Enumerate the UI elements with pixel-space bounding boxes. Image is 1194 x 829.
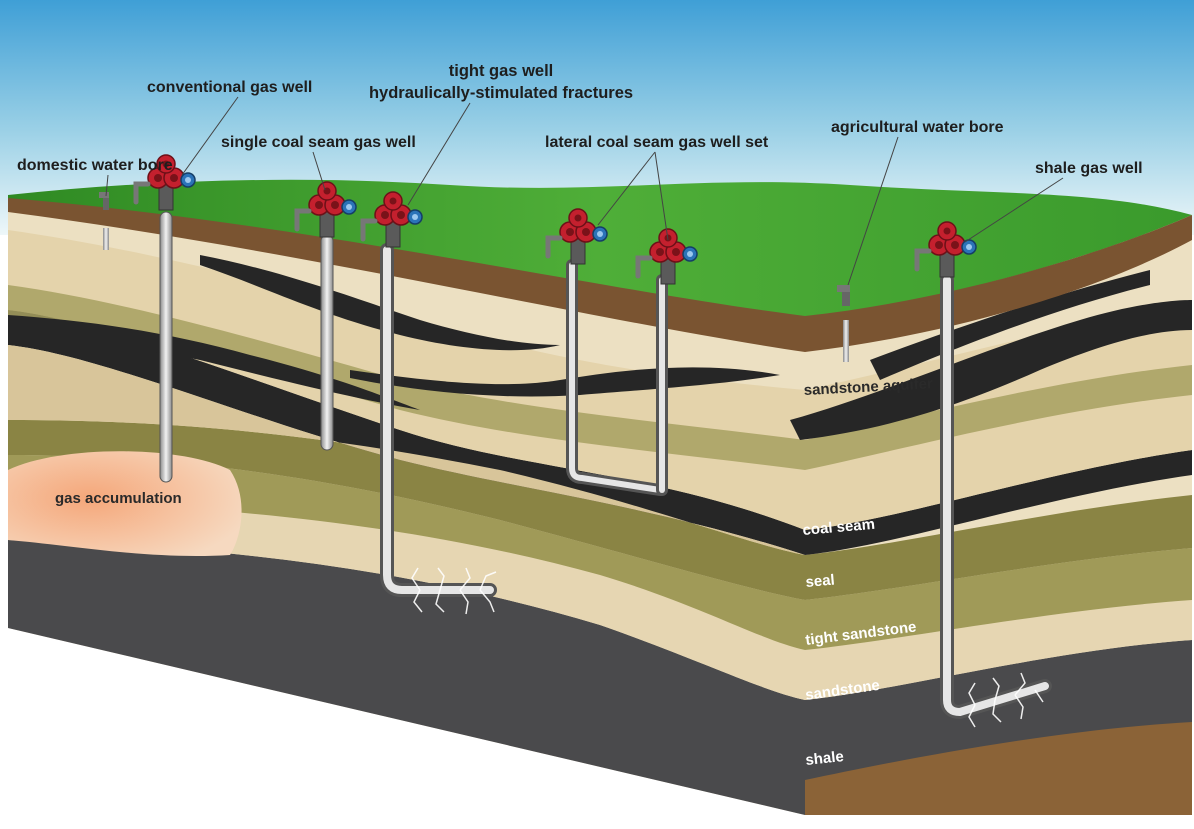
- grass-surface: [8, 179, 1192, 318]
- agricultural-bore-pipe: [843, 320, 849, 362]
- label-sandstone-aquifer: sandstone aquifer: [803, 375, 933, 399]
- label-seal: seal: [805, 572, 836, 591]
- domestic-water-bore-pump: [99, 192, 109, 210]
- label-gas-accumulation: gas accumulation: [55, 490, 182, 507]
- label-domestic-water-bore: domestic water bore: [17, 157, 173, 174]
- label-tight-gas-well: tight gas well: [449, 62, 554, 80]
- label-agricultural-water-bore: agricultural water bore: [831, 119, 1004, 136]
- label-shale: shale: [805, 748, 845, 769]
- gas-accumulation: [8, 451, 242, 557]
- geology-block: [8, 179, 1192, 815]
- soil-edge: [8, 198, 1192, 352]
- label-hydraulic-fractures: hydraulically-stimulated fractures: [369, 84, 633, 102]
- conventional-well-pipe: [159, 211, 173, 483]
- surface-features: [99, 155, 976, 306]
- tight-sandstone-layer: [8, 455, 1192, 650]
- labels: domestic water bore conventional gas wel…: [17, 62, 1143, 769]
- domestic-bore-pipe: [103, 228, 109, 250]
- seal-layer: [8, 420, 1192, 600]
- label-single-coal-seam-gas-well: single coal seam gas well: [221, 134, 416, 151]
- sandstone-layer: [8, 500, 1192, 700]
- fractures: [411, 567, 1044, 728]
- label-lateral-coal-seam-gas-well-set: lateral coal seam gas well set: [545, 134, 769, 151]
- agricultural-water-bore-pump: [837, 285, 850, 306]
- label-shale-gas-well: shale gas well: [1035, 160, 1143, 177]
- label-conventional-gas-well: conventional gas well: [147, 79, 312, 96]
- leader-lines: [105, 96, 1064, 286]
- shale-layer: [8, 540, 1192, 815]
- single-coal-seam-well-pipe: [320, 234, 334, 451]
- wells: [103, 211, 1052, 720]
- label-coal-seam: coal seam: [802, 516, 876, 539]
